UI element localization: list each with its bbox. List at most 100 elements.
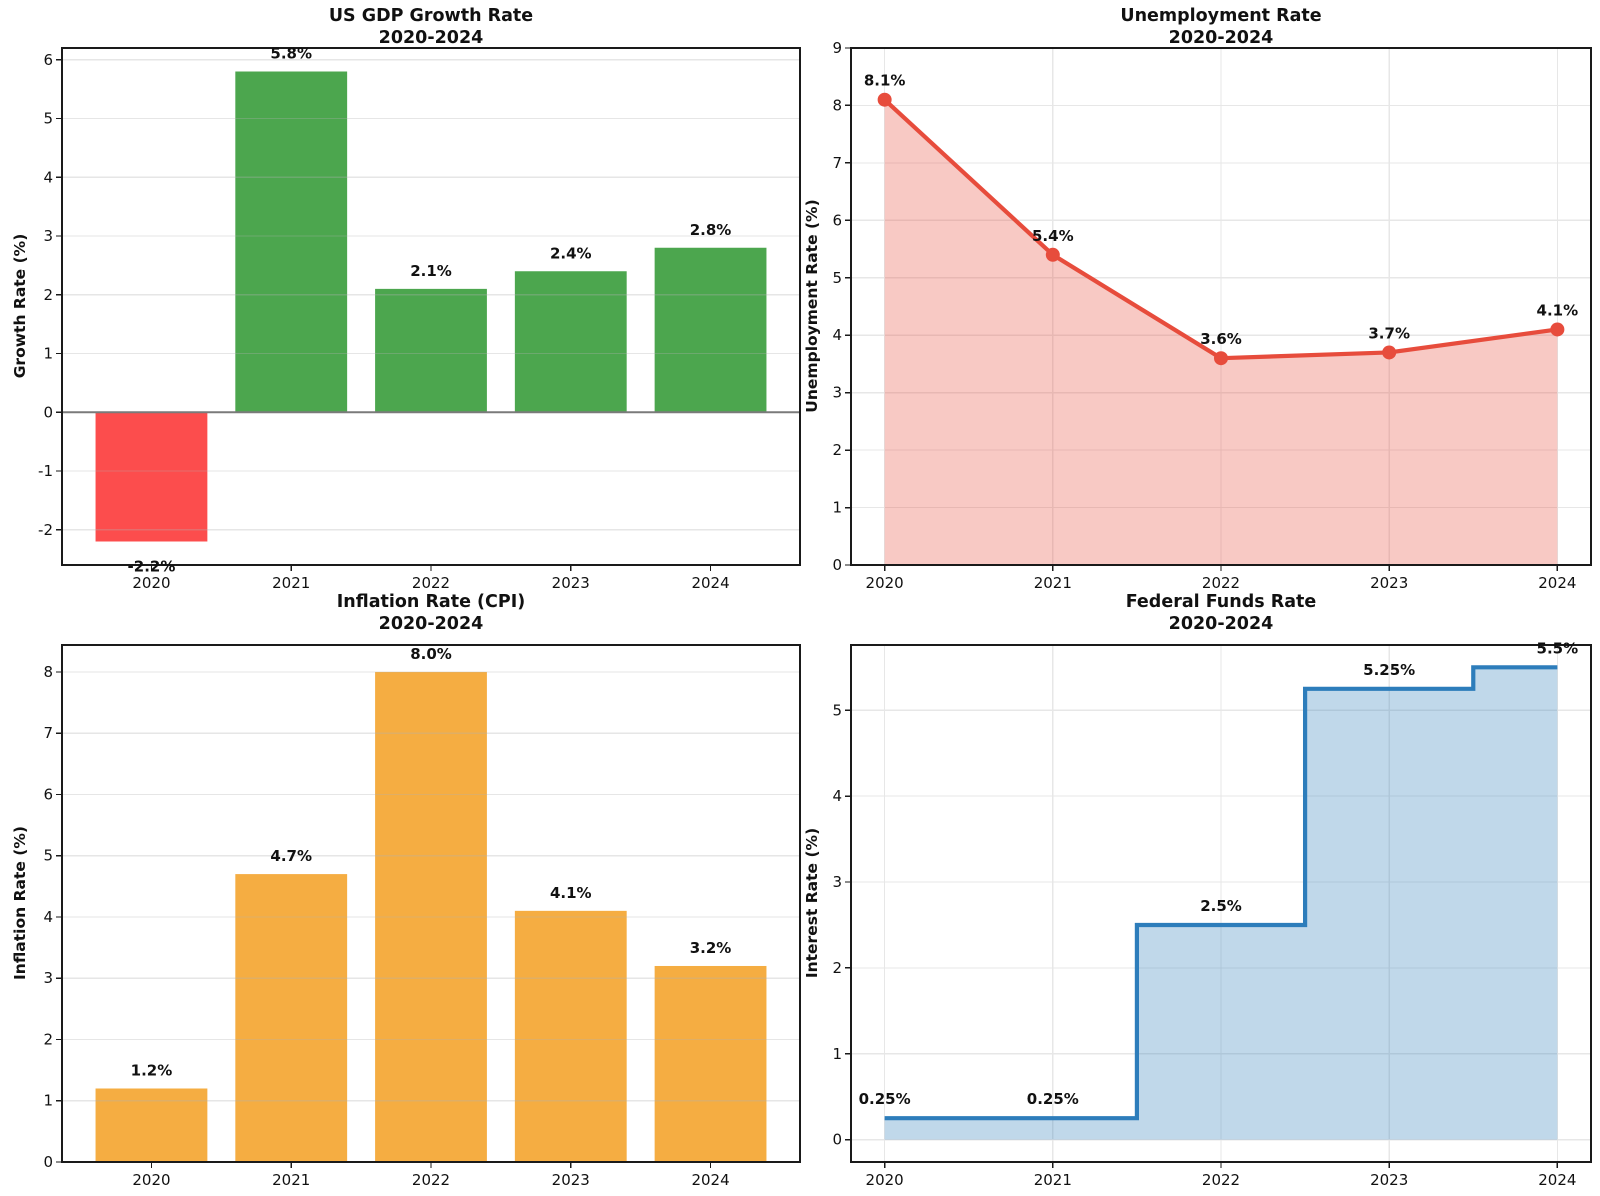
chart-text: 2023	[552, 574, 590, 592]
fed-funds-subtitle-line: 2020-2024	[1168, 614, 1274, 634]
chart-text: 0	[832, 1131, 842, 1149]
bar-2022	[375, 671, 487, 1162]
data-point-marker	[1382, 345, 1397, 360]
step-line	[884, 665, 1558, 1121]
chart-text: 4	[832, 787, 842, 805]
chart-text: 2024	[691, 1171, 729, 1189]
data-point-marker	[1045, 247, 1060, 262]
step-area-fill	[884, 667, 1558, 1140]
chart-text: 0.25%	[1027, 1090, 1079, 1108]
chart-text: 3	[43, 227, 53, 245]
gdp-y-axis-label: Growth Rate (%)	[11, 233, 29, 379]
chart-text: 2020	[132, 574, 170, 592]
chart-text: 2	[832, 441, 842, 459]
bar-2024	[654, 247, 767, 413]
chart-text: 5.8%	[270, 45, 312, 63]
bar-2023	[514, 271, 627, 413]
chart-text: 2023	[1370, 574, 1408, 592]
unemployment-title-line: Unemployment Rate	[1120, 6, 1322, 26]
chart-text: 2022	[412, 574, 450, 592]
unemployment-chart: 2020 2021 2022 2023 2024 0 1 2 3 4 5 6 7 8 9 8.1% 5.4% 3.…	[832, 39, 1592, 592]
chart-text: 3	[43, 969, 53, 987]
chart-text: 0	[832, 556, 842, 574]
chart-text: 6	[43, 51, 53, 69]
chart-text: 4.1%	[550, 884, 592, 902]
unemployment-subtitle-line: 2020-2024	[1168, 28, 1274, 48]
fed-funds-title-line: Federal Funds Rate	[1125, 592, 1317, 612]
chart-text: 2022	[1202, 574, 1240, 592]
inflation-title-line: Inflation Rate (CPI)	[336, 592, 526, 612]
chart-text: 2022	[1202, 1171, 1240, 1189]
chart-text: 2.5%	[1200, 897, 1242, 915]
chart-text: 2023	[552, 1171, 590, 1189]
chart-text: 6	[43, 785, 53, 803]
bar-2021	[235, 71, 348, 413]
chart-text: 5.25%	[1363, 661, 1415, 679]
area-fill	[884, 99, 1558, 565]
chart-text: -2	[38, 521, 53, 539]
chart-text: 2020	[866, 574, 904, 592]
data-point-marker	[1214, 351, 1228, 366]
bar-2024	[654, 965, 767, 1162]
gdp-subtitle-line: 2020-2024	[378, 28, 484, 48]
bar-2021	[235, 874, 348, 1162]
gdp-growth-chart: 2020 2021 2022 2023 2024 -2 -1 0 1 2 3 4 5 6 -2.2% 5.8%…	[38, 45, 801, 592]
chart-text: 4.7%	[270, 847, 312, 865]
bar-2022	[375, 288, 487, 413]
chart-text: 4	[832, 326, 842, 344]
inflation-subtitle-line: 2020-2024	[378, 614, 484, 634]
inflation-chart-title: Inflation Rate (CPI) 2020-2024	[211, 591, 651, 635]
chart-text: 4	[43, 168, 53, 186]
chart-text: 2	[832, 959, 842, 977]
chart-text: 8	[832, 96, 842, 114]
fed-funds-y-axis-label: Interest Rate (%)	[803, 827, 821, 979]
chart-text: 2.1%	[410, 262, 452, 280]
chart-text: -1	[38, 462, 53, 480]
chart-text: 3	[832, 384, 842, 402]
chart-text: 1	[832, 499, 842, 517]
bar-2020	[95, 412, 208, 542]
chart-text: 2021	[1034, 574, 1072, 592]
chart-text: 2	[43, 1030, 53, 1048]
chart-text: 8	[43, 663, 53, 681]
chart-text: 3.2%	[690, 939, 732, 957]
chart-text: 4.1%	[1537, 301, 1579, 319]
inflation-y-axis-label: Inflation Rate (%)	[11, 826, 29, 980]
chart-text: 2020	[132, 1171, 170, 1189]
bar-2023	[514, 910, 627, 1162]
gdp-title-line: US GDP Growth Rate	[328, 6, 534, 26]
chart-text: 2024	[691, 574, 729, 592]
chart-text: 0.25%	[859, 1090, 911, 1108]
inflation-chart: 2020 2021 2022 2023 2024 0 1 2 3 4 5 6 7 8 1.2% 4.7% 8.0…	[43, 644, 801, 1189]
chart-text: 2024	[1538, 574, 1576, 592]
fed-funds-chart: 2020 2021 2022 2023 2024 0 1 2 3 4 5 0.25% 0.25% 2.5%…	[832, 639, 1592, 1189]
chart-text: 2021	[1034, 1171, 1072, 1189]
chart-text: 6	[832, 211, 842, 229]
chart-text: 2.8%	[690, 221, 732, 239]
chart-text: 2020	[866, 1171, 904, 1189]
chart-text: 1	[43, 345, 53, 363]
data-point-marker	[877, 92, 892, 107]
unemployment-y-axis-label: Unemployment Rate (%)	[803, 199, 821, 413]
chart-text: 3.7%	[1368, 324, 1410, 342]
unemployment-chart-title: Unemployment Rate 2020-2024	[1001, 5, 1441, 49]
chart-text: 5.5%	[1537, 639, 1579, 657]
chart-text: 8.0%	[410, 645, 452, 663]
chart-text: 4	[43, 908, 53, 926]
chart-text: 2021	[272, 574, 310, 592]
chart-text: 2023	[1370, 1171, 1408, 1189]
chart-text: 1	[832, 1045, 842, 1063]
chart-text: 1.2%	[131, 1061, 173, 1079]
data-point-marker	[1550, 322, 1565, 337]
chart-text: 0	[43, 403, 53, 421]
chart-text: 3	[832, 873, 842, 891]
chart-text: 2021	[272, 1171, 310, 1189]
chart-text: 7	[43, 724, 53, 742]
chart-text: 5	[43, 847, 53, 865]
fed-funds-chart-title: Federal Funds Rate 2020-2024	[1001, 591, 1441, 635]
chart-text: 2022	[412, 1171, 450, 1189]
chart-text: -2.2%	[128, 558, 176, 576]
chart-text: 3.6%	[1200, 330, 1242, 348]
